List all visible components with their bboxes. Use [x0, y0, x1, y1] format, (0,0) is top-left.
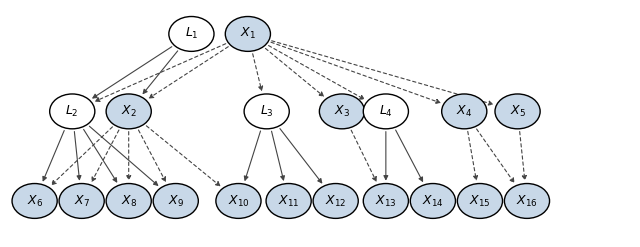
Text: $X_2$: $X_2$ — [121, 104, 136, 119]
Text: $X_{14}$: $X_{14}$ — [422, 193, 444, 208]
Text: $L_1$: $L_1$ — [184, 26, 198, 41]
Ellipse shape — [216, 184, 261, 218]
Ellipse shape — [169, 17, 214, 51]
Text: $L_4$: $L_4$ — [379, 104, 393, 119]
Text: $X_7$: $X_7$ — [74, 193, 90, 208]
Ellipse shape — [504, 184, 550, 218]
Text: $X_8$: $X_8$ — [121, 193, 137, 208]
Ellipse shape — [50, 94, 95, 129]
Text: $L_3$: $L_3$ — [260, 104, 274, 119]
Ellipse shape — [12, 184, 57, 218]
Text: $L_2$: $L_2$ — [65, 104, 79, 119]
Ellipse shape — [442, 94, 487, 129]
Text: $X_4$: $X_4$ — [456, 104, 472, 119]
Ellipse shape — [153, 184, 198, 218]
Ellipse shape — [313, 184, 358, 218]
Ellipse shape — [458, 184, 502, 218]
Ellipse shape — [410, 184, 456, 218]
Text: $X_9$: $X_9$ — [168, 193, 184, 208]
Text: $X_{11}$: $X_{11}$ — [278, 193, 300, 208]
Text: $X_{10}$: $X_{10}$ — [228, 193, 250, 208]
Text: $X_{16}$: $X_{16}$ — [516, 193, 538, 208]
Ellipse shape — [225, 17, 271, 51]
Ellipse shape — [319, 94, 365, 129]
Text: $X_{15}$: $X_{15}$ — [469, 193, 491, 208]
Text: $X_6$: $X_6$ — [27, 193, 43, 208]
Ellipse shape — [495, 94, 540, 129]
Text: $X_1$: $X_1$ — [240, 26, 256, 41]
Ellipse shape — [106, 94, 151, 129]
Text: $X_5$: $X_5$ — [509, 104, 525, 119]
Text: $X_3$: $X_3$ — [334, 104, 350, 119]
Ellipse shape — [364, 184, 408, 218]
Ellipse shape — [364, 94, 408, 129]
Ellipse shape — [106, 184, 151, 218]
Ellipse shape — [59, 184, 104, 218]
Ellipse shape — [266, 184, 311, 218]
Ellipse shape — [244, 94, 289, 129]
Text: $X_{13}$: $X_{13}$ — [375, 193, 397, 208]
Text: $X_{12}$: $X_{12}$ — [325, 193, 346, 208]
